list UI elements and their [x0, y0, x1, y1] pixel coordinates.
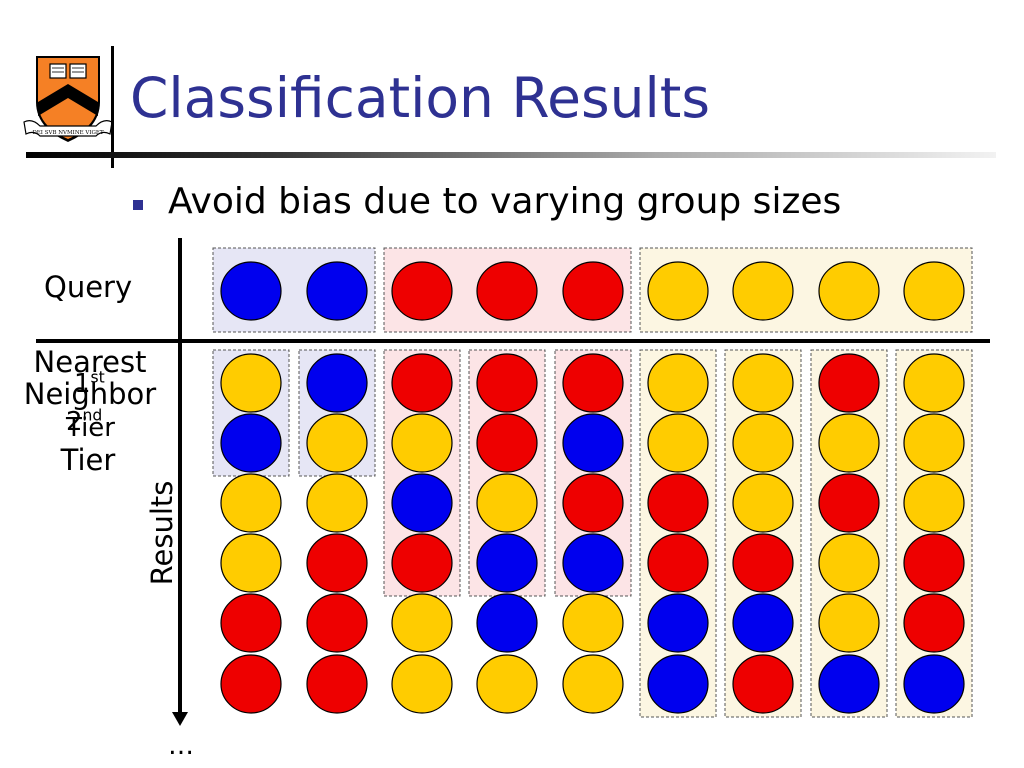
result-circle-red: [306, 593, 368, 653]
query-separator-line: [36, 339, 990, 343]
result-circle-yellow: [220, 533, 282, 593]
result-circle-red: [476, 353, 538, 413]
query-circle-yellow: [732, 261, 794, 321]
result-circle-yellow: [391, 654, 453, 714]
result-circle-blue: [647, 654, 709, 714]
result-circle-blue: [818, 654, 880, 714]
tier-word-label-2: Tier: [66, 413, 115, 443]
result-circle-yellow: [732, 473, 794, 533]
result-circle-red: [476, 413, 538, 473]
bullet-marker: [133, 200, 143, 210]
result-circle-yellow: [903, 353, 965, 413]
query-circle-red: [391, 261, 453, 321]
result-circle-yellow: [391, 593, 453, 653]
shield-icon: DEI SVB NVMINE VIGET: [23, 56, 113, 142]
first-tier-label: 1st: [74, 370, 105, 399]
result-circle-red: [562, 353, 624, 413]
bullet-text: Avoid bias due to varying group sizes: [168, 181, 842, 222]
result-circle-yellow: [732, 413, 794, 473]
princeton-shield-logo: DEI SVB NVMINE VIGET: [22, 50, 114, 148]
query-circle-yellow: [903, 261, 965, 321]
svg-text:DEI SVB NVMINE VIGET: DEI SVB NVMINE VIGET: [32, 130, 104, 136]
result-circle-red: [562, 473, 624, 533]
result-circle-red: [647, 533, 709, 593]
second-tier-suffix: nd: [82, 406, 103, 425]
result-circle-blue: [903, 654, 965, 714]
query-circle-yellow: [647, 261, 709, 321]
result-circle-yellow: [903, 473, 965, 533]
result-circle-blue: [562, 533, 624, 593]
query-circle-blue: [306, 261, 368, 321]
result-circle-blue: [647, 593, 709, 653]
result-circle-red: [306, 533, 368, 593]
result-circle-blue: [732, 593, 794, 653]
result-circle-yellow: [732, 353, 794, 413]
result-circle-yellow: [220, 473, 282, 533]
result-circle-yellow: [220, 353, 282, 413]
title-horizontal-rule: [26, 152, 996, 158]
result-circle-red: [818, 353, 880, 413]
query-circle-blue: [220, 261, 282, 321]
result-circle-yellow: [647, 413, 709, 473]
query-circle-red: [476, 261, 538, 321]
result-circle-red: [732, 533, 794, 593]
result-circle-blue: [391, 473, 453, 533]
query-circle-yellow: [818, 261, 880, 321]
more-results-ellipsis: …: [168, 731, 194, 761]
slide-title: Classification Results: [130, 66, 710, 130]
result-circle-yellow: [476, 473, 538, 533]
query-label: Query: [44, 270, 133, 304]
result-circle-red: [391, 533, 453, 593]
result-circle-yellow: [306, 413, 368, 473]
nearest-neighbor-text: Nearest Neighbor: [23, 345, 157, 411]
first-tier-number: 1: [74, 369, 91, 399]
result-circle-yellow: [647, 353, 709, 413]
result-circle-blue: [476, 593, 538, 653]
result-circle-red: [818, 473, 880, 533]
second-tier-label: 2nd: [66, 408, 102, 437]
result-circle-red: [647, 473, 709, 533]
result-circle-yellow: [903, 413, 965, 473]
result-circle-red: [903, 533, 965, 593]
result-circle-yellow: [562, 593, 624, 653]
result-circle-red: [306, 654, 368, 714]
result-circle-blue: [476, 533, 538, 593]
result-circle-red: [220, 654, 282, 714]
result-circle-yellow: [391, 413, 453, 473]
first-tier-suffix: st: [90, 368, 105, 387]
nearest-neighbor-label: Nearest Neighbor: [22, 345, 158, 411]
result-circle-yellow: [562, 654, 624, 714]
result-circle-red: [220, 593, 282, 653]
result-circle-yellow: [818, 593, 880, 653]
result-circle-yellow: [476, 654, 538, 714]
title-vertical-rule: [111, 46, 114, 168]
second-tier-number: 2: [66, 407, 83, 437]
results-axis-arrow: [172, 712, 188, 726]
result-circle-red: [391, 353, 453, 413]
result-circle-blue: [562, 413, 624, 473]
results-axis-line: [178, 238, 182, 716]
result-circle-yellow: [818, 413, 880, 473]
query-circle-red: [562, 261, 624, 321]
tier-word-label: Tier: [60, 443, 116, 477]
result-circle-yellow: [818, 533, 880, 593]
result-circle-yellow: [306, 473, 368, 533]
result-circle-red: [903, 593, 965, 653]
result-circle-blue: [220, 413, 282, 473]
result-circle-red: [732, 654, 794, 714]
result-circle-blue: [306, 353, 368, 413]
